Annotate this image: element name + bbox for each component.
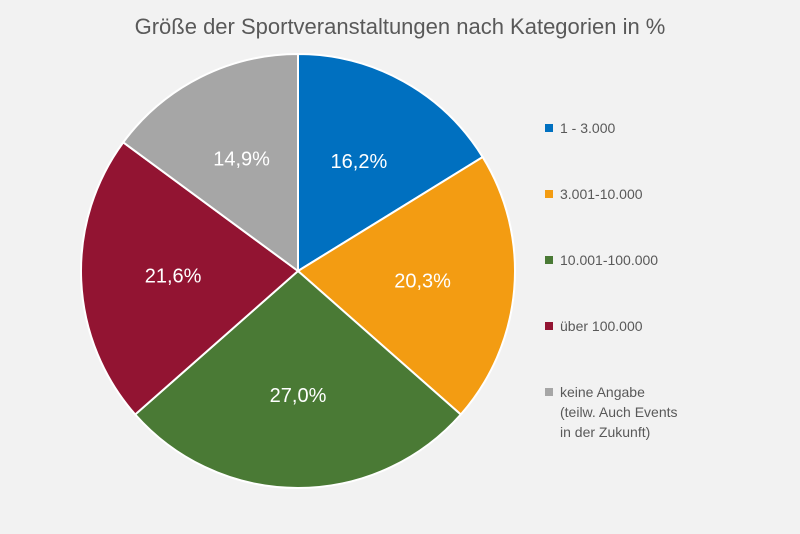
legend-swatch	[545, 388, 553, 396]
pie-slice	[80, 140, 300, 416]
legend-label: 1 - 3.000	[560, 120, 616, 136]
legend-item: keine Angabe (teilw. Auch Events in der …	[545, 382, 785, 442]
legend-swatch	[545, 322, 553, 330]
pie-slice	[121, 52, 299, 273]
data-label: 14,9%	[213, 148, 270, 170]
legend-label: über 100.000	[560, 318, 643, 334]
legend-label: 10.001-100.000	[560, 252, 659, 268]
pie-slice	[297, 52, 485, 273]
chart-title: Größe der Sportveranstaltungen nach Kate…	[134, 14, 666, 39]
legend-swatch	[545, 124, 553, 132]
legend-swatch	[545, 256, 553, 264]
legend-item: 10.001-100.000	[545, 250, 785, 270]
legend-label: 3.001-10.000	[560, 186, 643, 202]
pie-slice	[296, 155, 516, 416]
data-label: 27,0%	[270, 385, 327, 407]
data-label: 16,2%	[331, 151, 388, 173]
data-label: 21,6%	[145, 266, 202, 288]
data-label: 20,3%	[394, 271, 451, 293]
legend: 1 - 3.000 3.001-10.000 10.001-100.000 üb…	[545, 118, 785, 442]
legend-swatch	[545, 190, 553, 198]
legend-item: 1 - 3.000	[545, 118, 785, 138]
pie-slice	[133, 269, 463, 489]
legend-item: 3.001-10.000	[545, 184, 785, 204]
legend-item: über 100.000	[545, 316, 785, 336]
legend-label: keine Angabe (teilw. Auch Events in der …	[560, 384, 678, 440]
